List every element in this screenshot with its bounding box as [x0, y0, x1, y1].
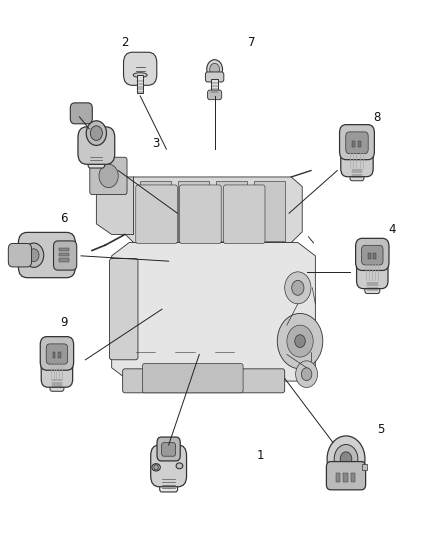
FancyBboxPatch shape [180, 185, 221, 244]
FancyBboxPatch shape [8, 244, 32, 267]
Bar [216, 181, 247, 241]
Bar [254, 181, 285, 241]
Circle shape [301, 368, 312, 381]
Bar [343, 473, 348, 482]
Bar [53, 352, 56, 358]
Text: 4: 4 [388, 223, 396, 236]
Bar [351, 473, 355, 482]
Bar [352, 141, 355, 147]
FancyBboxPatch shape [208, 90, 222, 100]
FancyBboxPatch shape [90, 157, 127, 195]
Text: 6: 6 [60, 212, 67, 225]
FancyBboxPatch shape [326, 462, 366, 490]
Circle shape [90, 126, 102, 141]
Text: 5: 5 [378, 423, 385, 435]
FancyBboxPatch shape [151, 445, 187, 487]
Bar [137, 75, 143, 93]
Bar [368, 253, 371, 259]
Circle shape [86, 121, 106, 146]
Circle shape [28, 249, 39, 262]
Polygon shape [96, 177, 134, 235]
Polygon shape [123, 177, 302, 243]
FancyBboxPatch shape [357, 255, 388, 289]
FancyBboxPatch shape [205, 72, 224, 82]
FancyBboxPatch shape [346, 132, 368, 154]
Text: 7: 7 [248, 36, 256, 49]
Bar [60, 259, 70, 262]
Bar [60, 253, 70, 256]
Circle shape [295, 335, 305, 348]
Bar [178, 181, 209, 241]
FancyBboxPatch shape [70, 103, 92, 124]
Circle shape [99, 164, 118, 188]
FancyBboxPatch shape [18, 232, 75, 278]
FancyBboxPatch shape [40, 337, 74, 370]
Circle shape [210, 63, 219, 75]
Bar [362, 464, 367, 470]
Bar [358, 141, 361, 147]
FancyBboxPatch shape [341, 144, 373, 177]
Bar [140, 181, 171, 241]
Circle shape [207, 60, 223, 79]
FancyBboxPatch shape [46, 344, 67, 364]
FancyBboxPatch shape [365, 278, 380, 294]
Ellipse shape [176, 463, 183, 469]
FancyBboxPatch shape [78, 127, 115, 164]
Bar [58, 352, 61, 358]
Circle shape [24, 243, 44, 268]
Text: 1: 1 [257, 449, 265, 462]
Circle shape [340, 452, 352, 466]
Text: 9: 9 [60, 316, 67, 329]
FancyBboxPatch shape [88, 151, 105, 168]
Circle shape [296, 361, 318, 387]
Text: 2: 2 [121, 36, 129, 49]
FancyBboxPatch shape [124, 52, 157, 85]
FancyBboxPatch shape [142, 364, 243, 393]
FancyBboxPatch shape [110, 259, 138, 360]
Circle shape [334, 445, 358, 473]
Ellipse shape [133, 72, 147, 77]
Text: 3: 3 [152, 138, 159, 150]
FancyBboxPatch shape [50, 376, 64, 391]
Circle shape [277, 313, 323, 369]
Ellipse shape [152, 464, 160, 471]
FancyBboxPatch shape [162, 442, 176, 456]
FancyBboxPatch shape [350, 166, 364, 181]
Text: 8: 8 [373, 111, 380, 124]
FancyBboxPatch shape [160, 473, 177, 492]
Circle shape [327, 436, 365, 482]
FancyBboxPatch shape [123, 369, 285, 393]
Polygon shape [112, 243, 315, 381]
FancyBboxPatch shape [362, 245, 383, 265]
FancyBboxPatch shape [41, 355, 73, 387]
Circle shape [292, 280, 304, 295]
Circle shape [154, 465, 158, 470]
Circle shape [287, 325, 313, 357]
Bar [336, 473, 340, 482]
FancyBboxPatch shape [53, 241, 77, 270]
FancyBboxPatch shape [339, 125, 374, 160]
FancyBboxPatch shape [356, 238, 389, 270]
Bar [373, 253, 376, 259]
Circle shape [285, 272, 311, 304]
Bar [60, 248, 70, 252]
FancyBboxPatch shape [157, 437, 180, 461]
Bar [212, 79, 218, 93]
FancyBboxPatch shape [136, 185, 177, 244]
FancyBboxPatch shape [223, 185, 265, 244]
